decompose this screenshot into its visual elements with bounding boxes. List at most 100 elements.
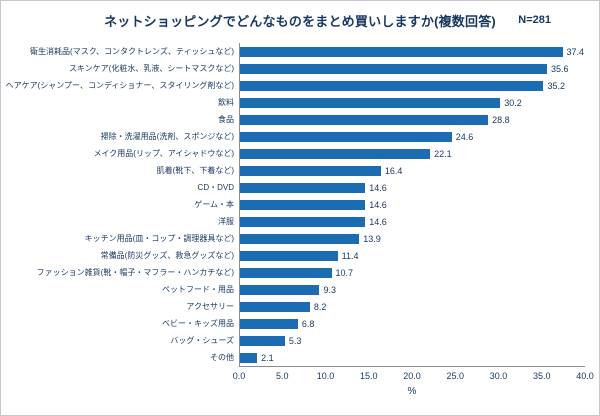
value-label: 22.1 [434, 148, 452, 159]
bar-track: 16.4 [239, 165, 585, 176]
bar [239, 148, 431, 159]
chart-row: 衛生消耗品(マスク、コンタクトレンズ、ティッシュなど) 37.4 [1, 43, 599, 60]
bar [239, 233, 360, 244]
category-label-text: 常備品(防災グッズ、救急グッズなど) [100, 251, 234, 260]
bar [239, 131, 452, 142]
bar-track: 37.4 [239, 46, 585, 57]
bar-track: 14.6 [239, 216, 585, 227]
value-label: 8.2 [313, 301, 327, 312]
chart-header: ネットショッピングでどんなものをまとめ買いしますか(複数回答) N=281 [1, 11, 599, 43]
bar-track: 13.9 [239, 233, 585, 244]
value-label: 24.6 [455, 131, 474, 142]
chart-row: スキンケア(化粧水、乳液、シートマスクなど) 35.6 [1, 60, 599, 77]
x-tick-label: 30.0 [489, 371, 508, 381]
category-label: バッグ・シューズ [1, 335, 239, 346]
value-label: 5.3 [288, 335, 302, 346]
category-label-text: 肌着(靴下、下着など) [156, 166, 234, 175]
bar [239, 318, 298, 329]
bar-track: 35.2 [239, 80, 585, 91]
value-label: 13.9 [363, 233, 381, 244]
category-label-text: キッチン用品(皿・コップ・調理器具など) [84, 234, 234, 243]
category-label-text: 衛生消耗品(マスク、コンタクトレンズ、ティッシュなど) [30, 47, 234, 56]
bar [239, 63, 547, 74]
bar [239, 165, 381, 176]
bar-track: 28.8 [239, 114, 585, 125]
bar-track: 2.1 [239, 352, 585, 363]
category-label-text: ペットフード・用品 [162, 285, 234, 294]
category-label: その他 [1, 352, 239, 363]
category-label-text: ゲーム・本 [194, 200, 234, 209]
bar [239, 267, 332, 278]
bar [239, 250, 338, 261]
bar-track: 14.6 [239, 199, 585, 210]
bar [239, 199, 366, 210]
x-tick-label: 25.0 [446, 371, 465, 381]
category-label-text: ヘアケア(シャンプー、コンディショナー、スタイリング剤など) [5, 81, 234, 90]
bar-track: 8.2 [239, 301, 585, 312]
value-label: 11.4 [341, 250, 359, 261]
category-label: 飲料 [1, 97, 239, 108]
category-label: ベビー・キッズ用品 [1, 318, 239, 329]
x-tick-label: 35.0 [532, 371, 551, 381]
x-axis: 0.0 5.0 10.0 15.0 20.0 25.0 30.0 35.0 40.0 [233, 366, 594, 383]
sample-size: N=281 [518, 14, 551, 26]
category-label: ファッション雑貨(靴・帽子・マフラー・ハンカチなど) [1, 267, 239, 278]
bar [239, 46, 563, 57]
category-label-text: バッグ・シューズ [170, 336, 234, 345]
value-label: 14.6 [369, 199, 387, 210]
bar-track: 5.3 [239, 335, 585, 346]
value-label: 10.7 [335, 267, 354, 278]
x-axis-label: % [407, 386, 417, 397]
category-label: CD・DVD [1, 182, 239, 193]
value-label: 14.6 [369, 216, 387, 227]
category-label: メイク用品(リップ、アイシャドウなど) [1, 148, 239, 159]
bar-track: 14.6 [239, 182, 585, 193]
category-label: 食品 [1, 114, 239, 125]
value-label: 2.1 [261, 352, 274, 363]
value-label: 35.2 [547, 80, 565, 91]
bar-chart: 衛生消耗品(マスク、コンタクトレンズ、ティッシュなど) 37.4 スキンケア(化粧水… [1, 43, 599, 397]
category-label-text: アクセサリー [186, 302, 234, 311]
chart-row: ベビー・キッズ用品 6.8 [1, 315, 599, 332]
category-label: 掃除・洗濯用品(洗剤、スポンジなど) [1, 131, 239, 142]
chart-row: その他 2.1 [1, 349, 599, 366]
category-label: 常備品(防災グッズ、救急グッズなど) [1, 250, 239, 261]
chart-title: ネットショッピングでどんなものをまとめ買いしますか(複数回答) [104, 14, 496, 29]
bar [239, 284, 320, 295]
value-label: 14.6 [369, 182, 387, 193]
value-label: 16.4 [384, 165, 403, 176]
bar [239, 216, 366, 227]
chart-row: アクセサリー 8.2 [1, 298, 599, 315]
bar [239, 80, 544, 91]
category-label: ペットフード・用品 [1, 284, 239, 295]
x-tick-label: 10.0 [316, 371, 335, 381]
chart-row: 飲料 30.2 [1, 94, 599, 111]
category-label: 肌着(靴下、下着など) [1, 165, 239, 176]
bar [239, 352, 258, 363]
category-label-text: ファッション雑貨(靴・帽子・マフラー・ハンカチなど) [36, 268, 234, 277]
category-label-text: 飲料 [218, 98, 234, 107]
category-label-text: 掃除・洗濯用品(洗剤、スポンジなど) [100, 132, 234, 141]
bar-track: 35.6 [239, 63, 585, 74]
category-label: 洋服 [1, 216, 239, 227]
category-label: ゲーム・本 [1, 199, 239, 210]
x-tick-label: 20.0 [403, 371, 421, 381]
chart-row: ヘアケア(シャンプー、コンディショナー、スタイリング剤など) 35.2 [1, 77, 599, 94]
x-tick-label: 5.0 [275, 371, 289, 381]
value-label: 9.3 [323, 284, 336, 295]
chart-row: ファッション雑貨(靴・帽子・マフラー・ハンカチなど) 10.7 [1, 264, 599, 281]
chart-row: CD・DVD 14.6 [1, 179, 599, 196]
chart-row: 常備品(防災グッズ、救急グッズなど) 11.4 [1, 247, 599, 264]
chart-row: 洋服 14.6 [1, 213, 599, 230]
chart-row: ペットフード・用品 9.3 [1, 281, 599, 298]
bar [239, 182, 366, 193]
category-label: キッチン用品(皿・コップ・調理器具など) [1, 233, 239, 244]
value-label: 28.8 [492, 114, 510, 125]
bar-track: 22.1 [239, 148, 585, 159]
category-label: 衛生消耗品(マスク、コンタクトレンズ、ティッシュなど) [1, 46, 239, 57]
bar-rows: 衛生消耗品(マスク、コンタクトレンズ、ティッシュなど) 37.4 スキンケア(化粧水… [1, 43, 599, 366]
bar-track: 24.6 [239, 131, 585, 142]
x-tick-label: 0.0 [232, 371, 246, 381]
category-label-text: CD・DVD [197, 183, 234, 192]
